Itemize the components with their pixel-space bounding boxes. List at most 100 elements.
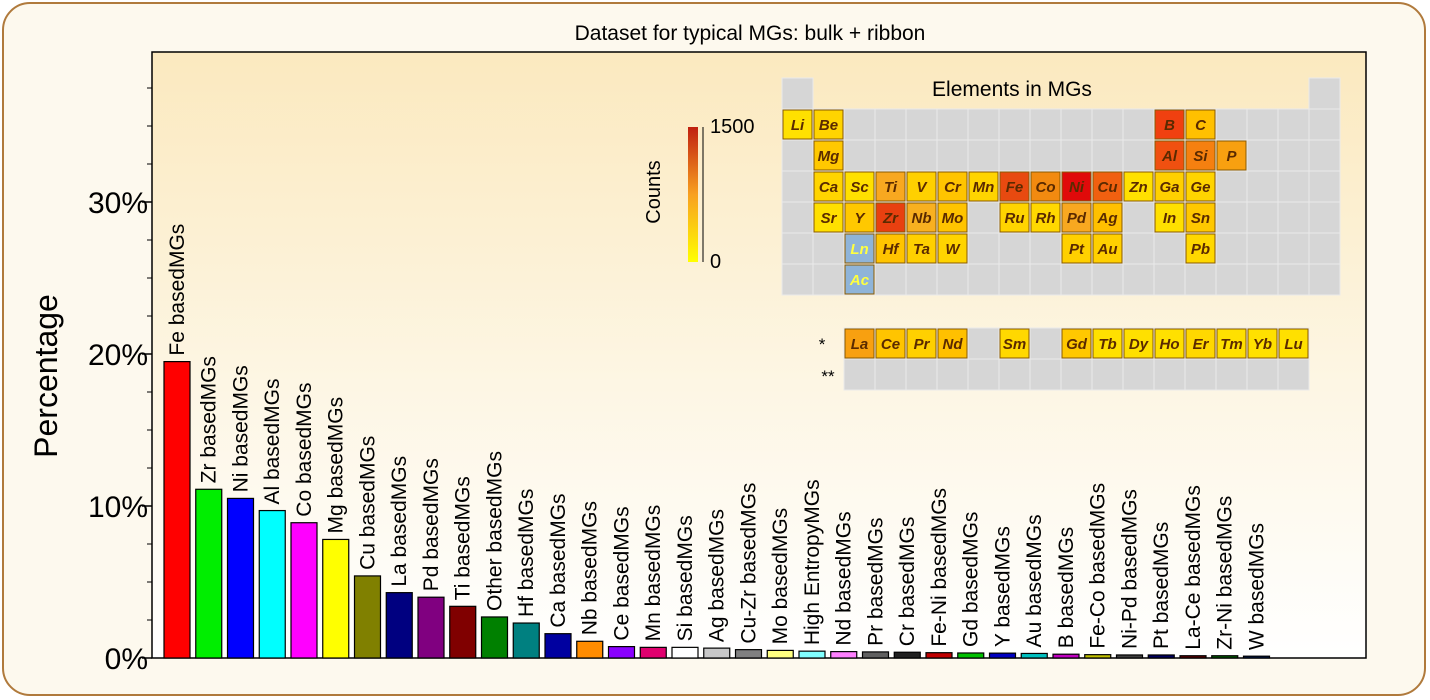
colorbar-max-label: 1500: [710, 116, 755, 138]
element-cell: [999, 171, 1030, 202]
element-cell: [844, 202, 875, 233]
inset-title: Elements in MGs: [932, 78, 1092, 101]
bar-category-label: Nd basedMGs: [833, 511, 856, 645]
bar-category-label: W basedMGs: [1246, 523, 1269, 650]
bar-category-label: Co basedMGs: [293, 382, 316, 516]
grid-cell: [1308, 77, 1341, 110]
grid-cell: [1122, 263, 1155, 296]
element-symbol: Al: [1161, 148, 1178, 165]
colorbar-label: Counts: [643, 160, 665, 223]
bar-category-label: Al basedMGs: [261, 378, 284, 504]
grid-cell: [936, 139, 969, 172]
grid-cell: [1184, 358, 1217, 391]
element-cell: [1154, 109, 1185, 140]
grid-cell: [1060, 358, 1093, 391]
grid-cell: [936, 108, 969, 141]
element-symbol: Tb: [1098, 336, 1116, 353]
element-cell: [1092, 328, 1123, 359]
bar: [607, 645, 636, 659]
element-symbol: Ca: [819, 179, 838, 196]
grid-cell: [1308, 263, 1341, 296]
element-symbol: Pd: [1067, 210, 1087, 227]
bar: [385, 592, 413, 659]
bar: [480, 616, 509, 659]
bar-category-label: La-Ce basedMGs: [1182, 485, 1205, 650]
bar: [512, 622, 540, 659]
element-symbol: Pr: [914, 336, 931, 353]
y-tick-label: 0%: [105, 643, 148, 676]
grid-cell: [1029, 232, 1062, 265]
grid-cell: [1029, 108, 1062, 141]
element-cell: [1154, 140, 1185, 171]
element-cell: [906, 171, 937, 202]
y-tick-label: 10%: [88, 491, 148, 524]
element-cell: [1123, 171, 1154, 202]
grid-cell: [1091, 139, 1124, 172]
element-symbol: V: [916, 179, 928, 196]
element-cell: [1123, 328, 1154, 359]
element-symbol: W: [945, 241, 961, 258]
bar: [322, 538, 350, 659]
bar-category-label: Ni-Pd basedMGs: [1119, 489, 1142, 649]
grid-cell: [967, 139, 1000, 172]
bar: [1115, 654, 1144, 659]
element-cell: [1278, 328, 1309, 359]
bar: [449, 605, 477, 659]
grid-cell: [874, 358, 907, 391]
grid-cell: [998, 139, 1031, 172]
bar: [988, 652, 1017, 659]
element-symbol: Ta: [913, 241, 930, 258]
grid-cell: [1215, 358, 1248, 391]
bar-category-label: Au basedMGs: [1023, 514, 1046, 647]
element-cell: [1030, 171, 1061, 202]
grid-cell: [1122, 232, 1155, 265]
grid-cell: [1277, 139, 1310, 172]
bar: [798, 650, 826, 659]
bar-category-label: Hf basedMGs: [515, 489, 538, 617]
grid-cell: [1029, 327, 1062, 360]
grid-cell: [1277, 201, 1310, 234]
element-cell: [1061, 233, 1092, 264]
grid-cell: [998, 108, 1031, 141]
bar-category-label: Cr basedMGs: [896, 517, 919, 647]
bars: Fe basedMGs Zr basedMGs Ni basedMGs Al base…: [163, 224, 1271, 659]
element-symbol: Dy: [1129, 336, 1149, 353]
element-symbol: Ln: [850, 241, 868, 258]
element-symbol: Cr: [944, 179, 962, 196]
bar: [226, 497, 255, 659]
bar-category-label: Ca basedMGs: [547, 493, 570, 627]
bar-category-label: Ni basedMGs: [230, 365, 253, 492]
grid-cell: [874, 139, 907, 172]
bar-category-label: La basedMGs: [388, 456, 411, 587]
element-symbol: Fe: [1006, 179, 1024, 196]
bar-category-label: Pd basedMGs: [420, 458, 443, 591]
grid-cell: [905, 358, 938, 391]
bar: [195, 488, 223, 659]
element-symbol: Pb: [1191, 241, 1210, 258]
bar: [671, 646, 699, 659]
grid-cell: [843, 358, 876, 391]
grid-cell: [936, 263, 969, 296]
element-symbol: La: [851, 336, 869, 353]
element-symbol: Mn: [973, 179, 995, 196]
grid-cell: [1277, 170, 1310, 203]
grid-cell: [781, 139, 814, 172]
chart-title: Dataset for typical MGs: bulk + ribbon: [575, 22, 926, 45]
element-symbol: Co: [1036, 179, 1056, 196]
bar: [766, 649, 794, 659]
colorbar: [688, 127, 698, 262]
bar: [830, 651, 858, 659]
element-cell: [844, 264, 875, 295]
element-cell: [875, 328, 906, 359]
grid-cell: [967, 327, 1000, 360]
element-cell: [1247, 328, 1278, 359]
bar: [893, 651, 921, 659]
element-cell: [1061, 202, 1092, 233]
bar: [734, 649, 763, 659]
grid-cell: [967, 232, 1000, 265]
grid-cell: [1091, 263, 1124, 296]
element-cell: [844, 233, 875, 264]
grid-cell: [967, 358, 1000, 391]
element-symbol: Ga: [1159, 179, 1179, 196]
